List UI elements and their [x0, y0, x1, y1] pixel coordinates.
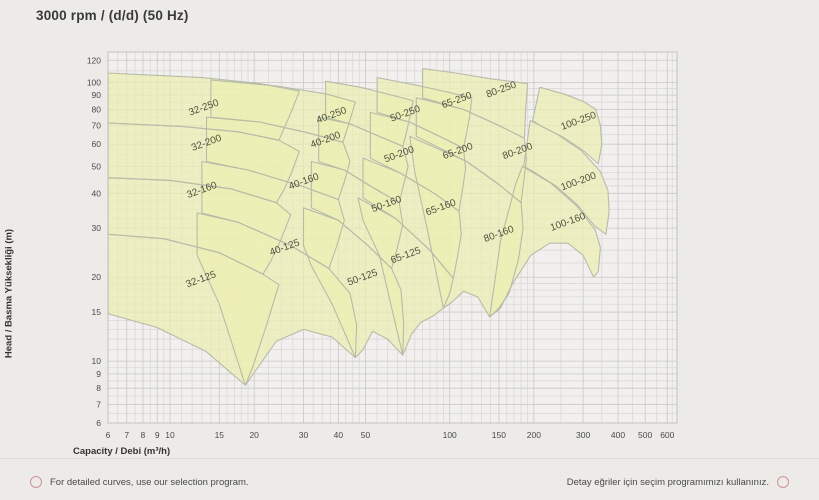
x-axis-title: Capacity / Debi (m³/h) [73, 446, 171, 457]
y-tick-30: 30 [92, 223, 102, 233]
footer-divider [0, 458, 819, 459]
footer-note-tr: Detay eğriler için seçim programımızı ku… [567, 476, 789, 488]
pump-region-100-160 [489, 166, 601, 317]
y-tick-100: 100 [87, 77, 101, 87]
brand-bullet-icon [30, 476, 42, 488]
pump-region-50-125 [303, 207, 404, 358]
pump-region-outline-65-200 [369, 111, 467, 212]
y-tick-7: 7 [96, 399, 101, 409]
pump-region-80-200 [416, 97, 527, 203]
pump-region-outline-100-200 [523, 119, 610, 235]
y-axis-title: Head / Basma Yüksekliği (m) [3, 228, 15, 359]
x-tick-200: 200 [527, 430, 541, 440]
x-tick-15: 15 [215, 430, 225, 440]
pump-region-outline-40-125 [196, 212, 358, 386]
footer-note-en: For detailed curves, use our selection p… [30, 476, 249, 488]
pump-region-outlines [108, 68, 610, 386]
footer-note-tr-text: Detay eğriler için seçim programımızı ku… [566, 476, 769, 488]
x-tick-50: 50 [361, 430, 371, 440]
pump-region-outline-50-200 [318, 116, 409, 204]
pump-region-outline-50-125 [302, 207, 405, 359]
x-axis-tick-labels: 6 7 8 9 10 15 20 30 40 50 100 150 200 300 400 500 600 [106, 430, 675, 440]
footer-note-en-text: For detailed curves, use our selection p… [50, 476, 249, 488]
y-axis-tick-labels: 6 7 8 9 10 15 20 30 40 50 60 70 80 90 100 120 [87, 55, 101, 428]
pump-region-outline-32-125 [108, 233, 280, 386]
pump-region-65-125 [358, 197, 454, 356]
y-tick-6: 6 [96, 418, 101, 428]
y-tick-8: 8 [96, 383, 101, 393]
footer: For detailed curves, use our selection p… [0, 470, 819, 494]
brand-bullet-icon [777, 476, 789, 488]
x-tick-8: 8 [141, 430, 146, 440]
pump-region-fills [108, 68, 610, 386]
x-tick-100: 100 [443, 430, 457, 440]
x-tick-20: 20 [249, 430, 259, 440]
x-tick-7: 7 [124, 430, 129, 440]
pump-region-outline-80-200 [415, 97, 527, 204]
y-tick-10: 10 [92, 356, 102, 366]
pump-region-100-200 [523, 120, 610, 235]
x-tick-10: 10 [165, 430, 175, 440]
y-tick-40: 40 [92, 188, 102, 198]
x-tick-150: 150 [492, 430, 506, 440]
y-tick-70: 70 [92, 121, 102, 131]
x-tick-9: 9 [155, 430, 160, 440]
page-title: 3000 rpm / (d/d) (50 Hz) [36, 8, 189, 23]
pump-region-40-125 [197, 213, 357, 386]
pump-region-outline-65-160 [362, 157, 462, 279]
pump-region-80-160 [409, 136, 524, 317]
y-tick-60: 60 [92, 139, 102, 149]
x-tick-40: 40 [334, 430, 344, 440]
x-tick-6: 6 [106, 430, 111, 440]
y-tick-20: 20 [92, 272, 102, 282]
y-tick-80: 80 [92, 104, 102, 114]
y-tick-90: 90 [92, 90, 102, 100]
y-tick-50: 50 [92, 161, 102, 171]
y-tick-15: 15 [92, 307, 102, 317]
pump-region-outline-65-125 [357, 197, 454, 356]
pump-region-outline-100-160 [489, 165, 601, 318]
x-tick-400: 400 [611, 430, 625, 440]
pump-region-100-250 [532, 87, 602, 164]
y-tick-120: 120 [87, 55, 101, 65]
pump-region-outline-80-250 [422, 68, 529, 139]
y-tick-9: 9 [96, 369, 101, 379]
x-tick-500: 500 [638, 430, 652, 440]
x-tick-600: 600 [660, 430, 674, 440]
x-tick-300: 300 [576, 430, 590, 440]
pump-region-80-250 [422, 68, 528, 139]
x-tick-30: 30 [299, 430, 309, 440]
